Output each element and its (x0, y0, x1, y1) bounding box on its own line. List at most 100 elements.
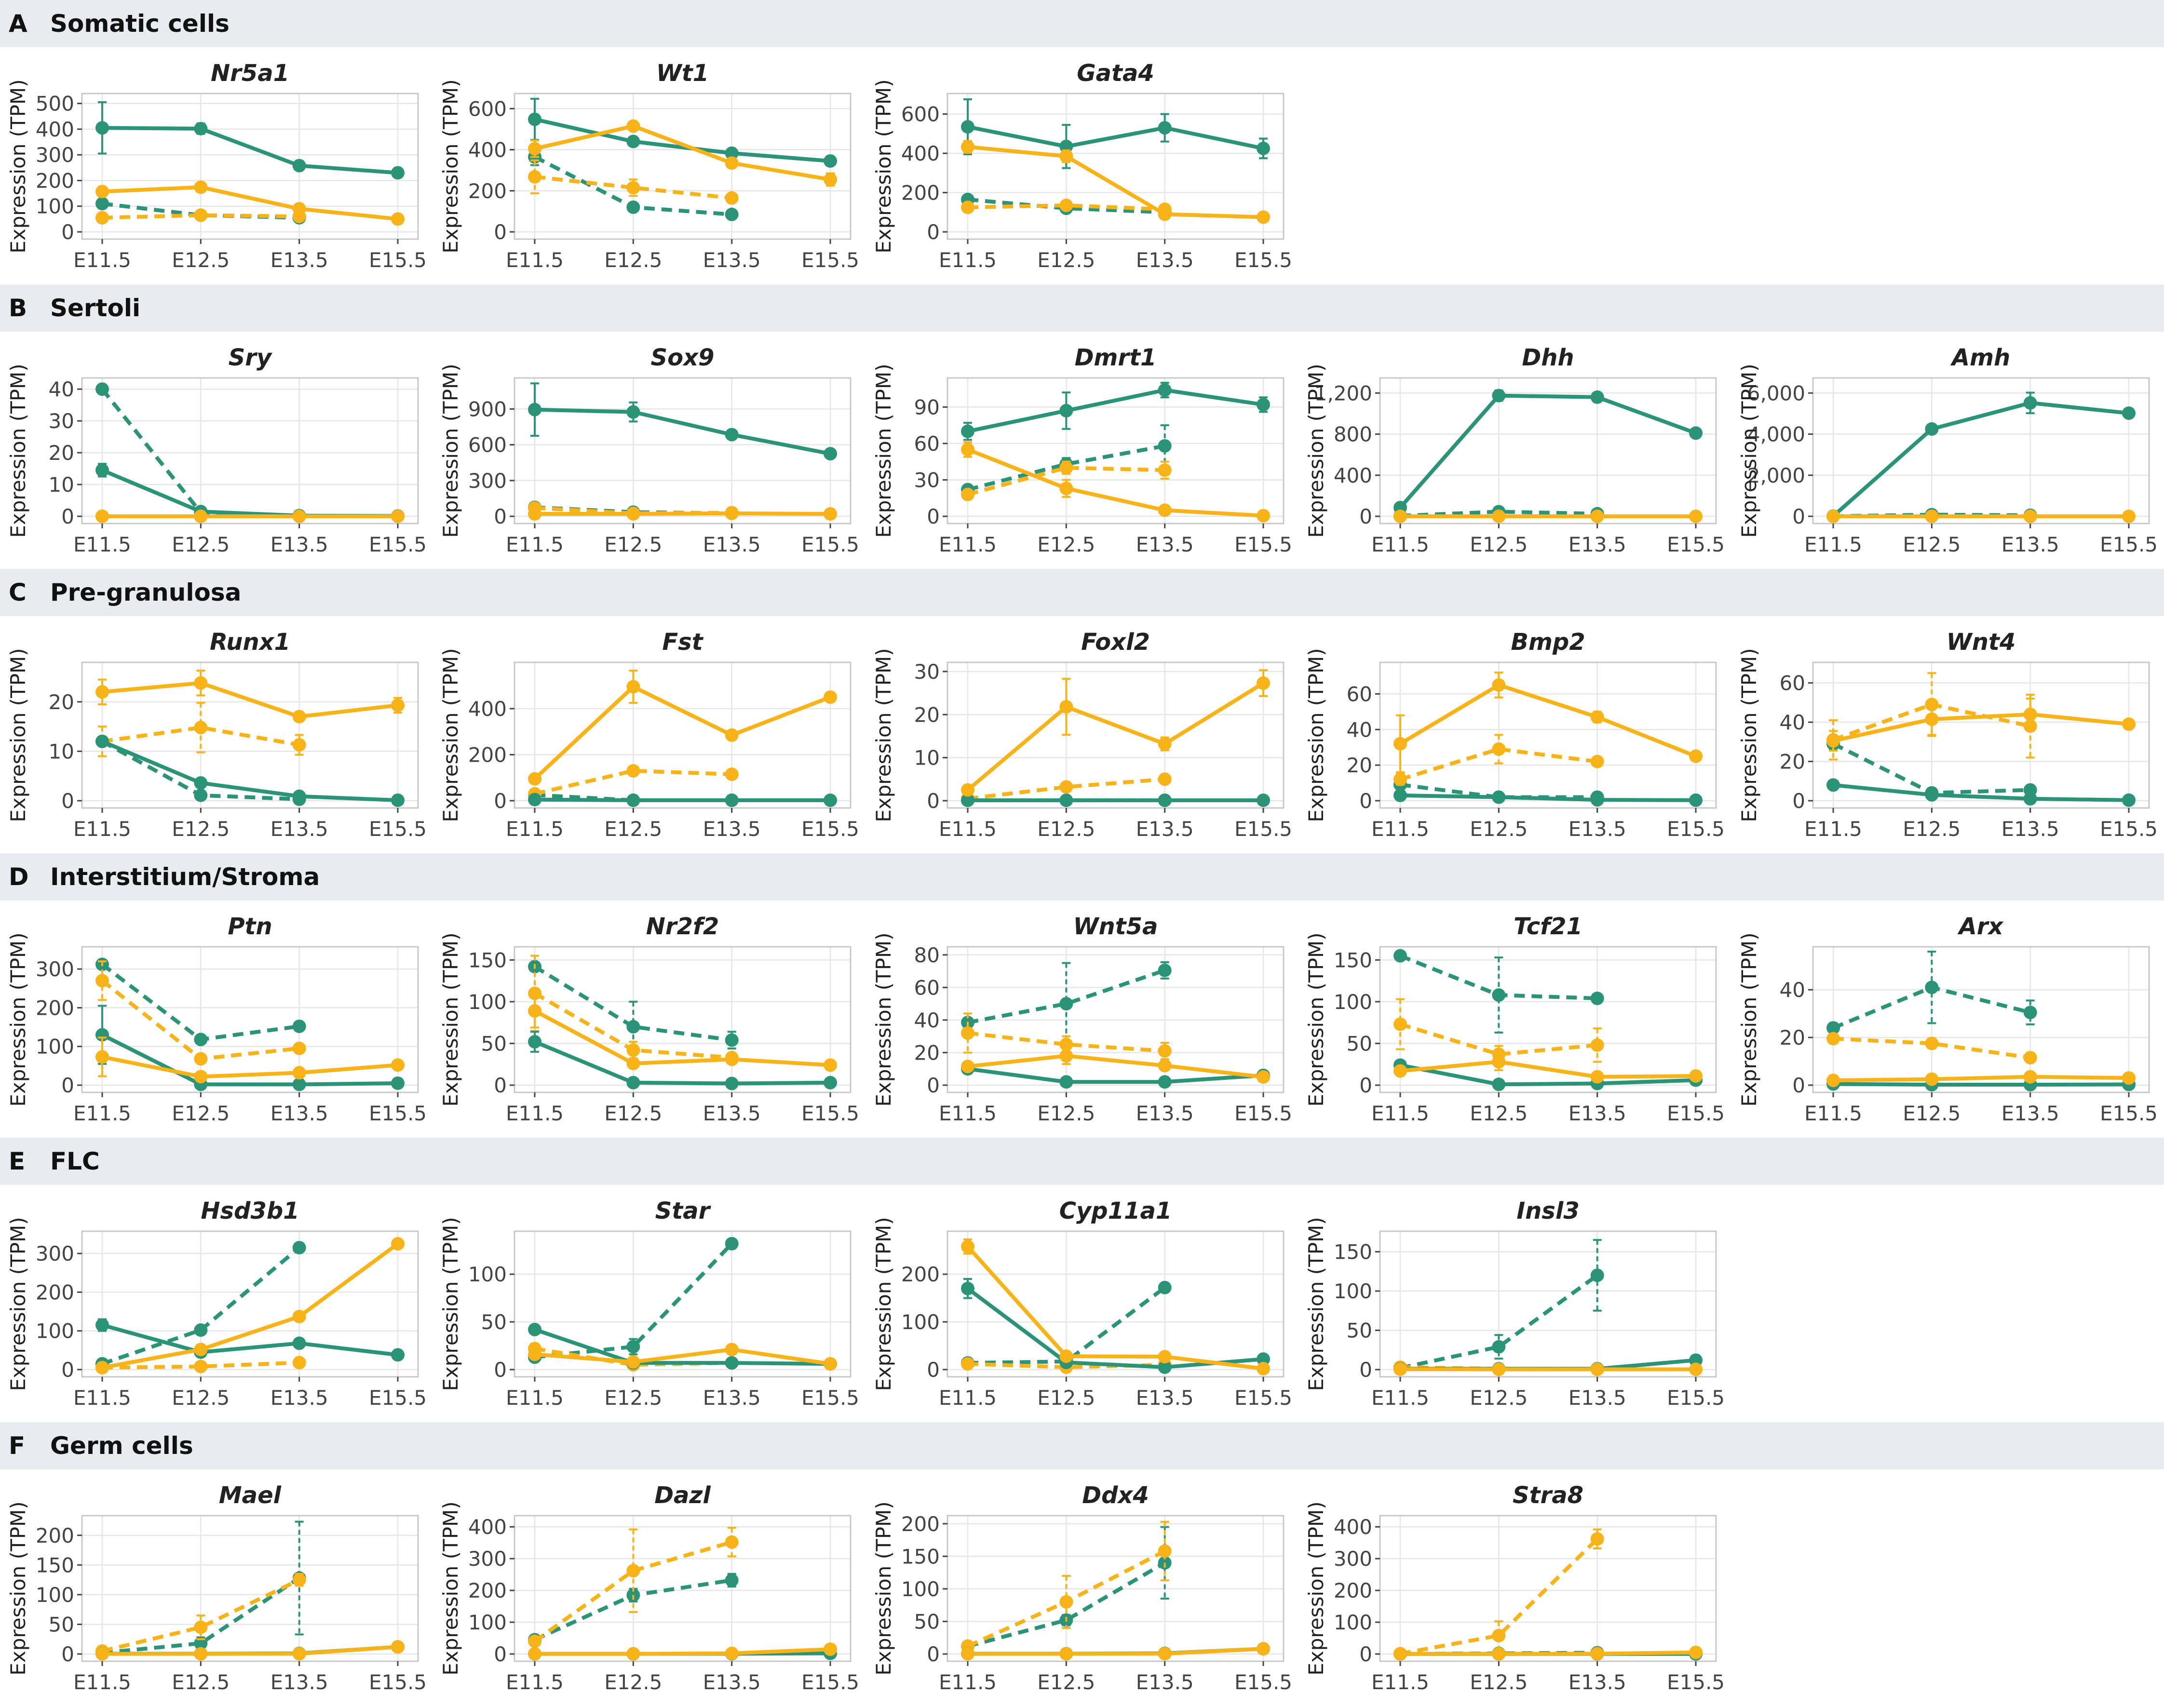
x-tick-label: E11.5 (73, 1670, 131, 1694)
data-point (1393, 788, 1407, 802)
data-point (391, 510, 405, 523)
gridlines (947, 662, 1284, 808)
y-tick-label: 200 (901, 1263, 940, 1286)
panel-bmp2: Bmp2 0 20 40 60 E11.5 E12.5 E13.5 E15.5 Expressio… (1304, 629, 1725, 841)
data-point (1158, 772, 1172, 786)
x-tick-label: E12.5 (1037, 533, 1095, 556)
data-point (626, 1340, 640, 1354)
y-axis-label: Expression (TPM) (872, 932, 895, 1106)
series-line (101, 1033, 398, 1087)
series-female-solid (95, 510, 405, 523)
x-tick-label: E13.5 (1569, 1386, 1626, 1410)
y-tick-label: 80 (914, 943, 940, 967)
data-point (1257, 1070, 1270, 1084)
series-male-solid (528, 382, 837, 461)
panel-title: Stra8 (1513, 1482, 1583, 1509)
series-line (966, 1245, 1264, 1371)
x-tick-label: E13.5 (270, 248, 328, 272)
series-line (1400, 1650, 1696, 1656)
data-point (1492, 1647, 1506, 1661)
y-tick-label: 300 (1334, 1547, 1372, 1571)
data-point (1492, 790, 1506, 804)
y-tick-label: 60 (914, 432, 940, 456)
section-e: E FLC (0, 1138, 2164, 1185)
y-tick-label: 40 (1780, 978, 1805, 1002)
y-tick-label: 0 (61, 1074, 74, 1097)
data-point (194, 1620, 208, 1634)
data-point (2122, 717, 2136, 731)
data-point (1158, 383, 1172, 397)
data-point (1826, 778, 1840, 792)
series-line (534, 1347, 831, 1366)
data-point (1925, 422, 1939, 436)
series-line (102, 1242, 399, 1370)
series-male-solid (1393, 1353, 1703, 1376)
x-tick-label: E12.5 (1037, 817, 1095, 841)
y-tick-label: 50 (1347, 1032, 1372, 1055)
y-tick-label: 200 (36, 1524, 74, 1547)
data-point (292, 202, 306, 216)
y-tick-label: 100 (36, 1319, 74, 1343)
series-female-solid (528, 993, 837, 1072)
series-line (533, 1540, 732, 1643)
data-point (194, 1359, 208, 1373)
y-tick-label: 100 (1334, 1279, 1372, 1303)
x-tick-label: E12.5 (1037, 1670, 1095, 1694)
y-tick-label: 200 (36, 1280, 74, 1304)
data-point (1257, 1642, 1270, 1656)
data-point (1393, 737, 1407, 751)
y-tick-label: 30 (49, 409, 74, 433)
y-tick-label: 600 (468, 433, 507, 457)
y-tick-label: 50 (914, 1610, 940, 1633)
data-point (391, 1640, 405, 1654)
x-tick-label: E15.5 (1234, 817, 1292, 841)
panel-cyp11a1: Cyp11a1 0 100 200 E11.5 E12.5 E13.5 E15.5 Expres… (872, 1197, 1292, 1410)
y-tick-label: 0 (494, 1358, 507, 1382)
data-point (292, 738, 306, 752)
series-line (967, 1561, 1166, 1648)
data-point (1158, 963, 1172, 977)
data-point (194, 1052, 208, 1066)
y-tick-label: 0 (61, 220, 74, 244)
data-point (1925, 1036, 1939, 1050)
series-female-solid (1393, 1362, 1703, 1376)
series-line (535, 1647, 831, 1656)
series-male-solid (95, 1318, 405, 1362)
x-tick-label: E11.5 (939, 1386, 997, 1410)
x-tick-label: E12.5 (1470, 817, 1528, 841)
data-point (95, 734, 109, 748)
series-female-solid (1393, 1645, 1703, 1661)
y-tick-label: 150 (901, 1545, 940, 1568)
x-tick-label: E12.5 (1037, 248, 1095, 272)
panel-title: Gata4 (1077, 60, 1154, 87)
y-tick-label: 20 (914, 1041, 940, 1064)
plot-frame (1379, 377, 1717, 525)
data-point (725, 1343, 739, 1357)
y-tick-label: 100 (1334, 990, 1372, 1014)
x-tick-label: E13.5 (1136, 533, 1194, 556)
x-tick-label: E11.5 (73, 817, 131, 841)
series-male-dashed (1826, 951, 2037, 1035)
section-d: D Interstitium/Stroma (0, 853, 2164, 901)
data-point (1059, 461, 1073, 475)
plot-frame (1812, 377, 2150, 525)
data-point (194, 1647, 208, 1661)
section-letter: A (9, 10, 27, 38)
data-point (626, 1355, 640, 1369)
x-tick-label: E11.5 (939, 817, 997, 841)
y-axis-label: Expression (TPM) (1304, 648, 1328, 822)
data-point (1590, 754, 1604, 768)
data-point (95, 185, 109, 199)
data-point (725, 1356, 739, 1370)
data-point (528, 112, 541, 126)
y-tick-label: 30 (914, 468, 940, 492)
panel-title: Wnt4 (1947, 629, 2015, 656)
panel-title: Bmp2 (1511, 629, 1585, 656)
panel-wnt5a: Wnt5a 0 20 40 60 80 E11.5 E12.5 E13.5 E15.5 Expres… (872, 913, 1292, 1125)
data-point (194, 1323, 208, 1337)
data-point (824, 447, 837, 461)
x-tick-label: E15.5 (1667, 1670, 1725, 1694)
data-point (824, 173, 837, 187)
data-point (528, 403, 541, 417)
